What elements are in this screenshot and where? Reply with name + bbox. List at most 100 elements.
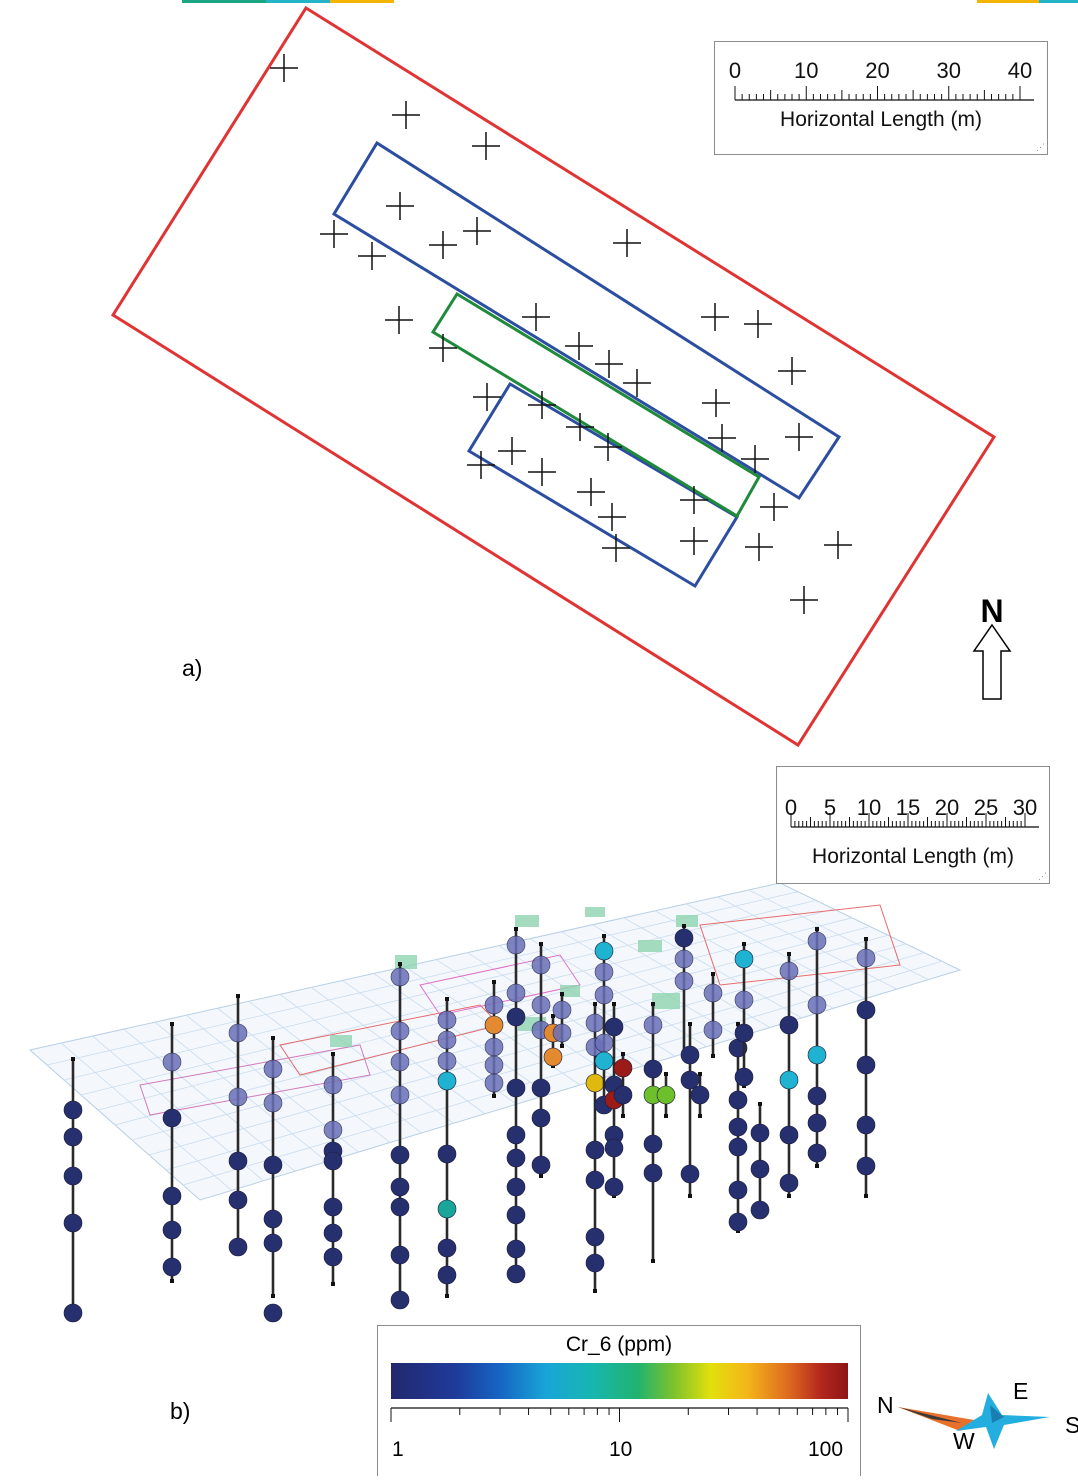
sample-point[interactable]	[323, 1247, 343, 1267]
sample-point[interactable]	[779, 961, 799, 981]
borehole[interactable]	[807, 927, 827, 1168]
borehole[interactable]	[506, 927, 526, 1284]
sample-point[interactable]	[734, 1067, 754, 1087]
borehole[interactable]	[390, 962, 410, 1310]
sample-point[interactable]	[263, 1303, 283, 1323]
borehole[interactable]	[643, 1002, 663, 1263]
sample-point[interactable]	[656, 1085, 676, 1105]
sample-point[interactable]	[484, 1037, 504, 1057]
sample-point[interactable]	[323, 1075, 343, 1095]
sample-point[interactable]	[585, 1140, 605, 1160]
sample-point[interactable]	[703, 983, 723, 1003]
sample-point[interactable]	[604, 1177, 624, 1197]
sample-point[interactable]	[807, 1113, 827, 1133]
borehole[interactable]	[594, 934, 614, 1115]
sample-point[interactable]	[585, 1253, 605, 1273]
sample-point[interactable]	[390, 967, 410, 987]
borehole[interactable]	[734, 942, 754, 1088]
sample-point[interactable]	[228, 1087, 248, 1107]
sample-point[interactable]	[552, 1023, 572, 1043]
sample-point[interactable]	[162, 1108, 182, 1128]
sample-point[interactable]	[680, 1164, 700, 1184]
sample-point[interactable]	[437, 1265, 457, 1285]
sample-point[interactable]	[263, 1233, 283, 1253]
sample-point[interactable]	[643, 1015, 663, 1035]
sample-point[interactable]	[63, 1166, 83, 1186]
sample-point[interactable]	[674, 971, 694, 991]
sample-point[interactable]	[604, 1138, 624, 1158]
sample-point[interactable]	[506, 1264, 526, 1284]
sample-point[interactable]	[585, 1227, 605, 1247]
sample-point[interactable]	[228, 1237, 248, 1257]
sample-point[interactable]	[585, 1170, 605, 1190]
borehole[interactable]	[604, 1002, 624, 1198]
borehole[interactable]	[263, 1036, 283, 1323]
sample-point[interactable]	[323, 1223, 343, 1243]
resize-grip-icon[interactable]: ⋰	[1036, 142, 1045, 152]
sample-point[interactable]	[734, 949, 754, 969]
sample-point[interactable]	[63, 1213, 83, 1233]
sample-point[interactable]	[807, 1045, 827, 1065]
sample-point[interactable]	[63, 1100, 83, 1120]
sample-point[interactable]	[323, 1197, 343, 1217]
sample-point[interactable]	[531, 995, 551, 1015]
sample-point[interactable]	[807, 1143, 827, 1163]
sample-point[interactable]	[703, 1020, 723, 1040]
sample-point[interactable]	[728, 1212, 748, 1232]
sample-point[interactable]	[643, 1059, 663, 1079]
sample-point[interactable]	[437, 1030, 457, 1050]
sample-point[interactable]	[484, 995, 504, 1015]
borehole[interactable]	[63, 1057, 83, 1323]
sample-point[interactable]	[594, 1051, 614, 1071]
sample-point[interactable]	[779, 1070, 799, 1090]
sample-point[interactable]	[390, 1245, 410, 1265]
sample-point[interactable]	[531, 1155, 551, 1175]
borehole[interactable]	[484, 980, 504, 1098]
sample-point[interactable]	[506, 1177, 526, 1197]
borehole[interactable]	[856, 937, 876, 1198]
sample-point[interactable]	[390, 1145, 410, 1165]
sample-point[interactable]	[162, 1052, 182, 1072]
sample-point[interactable]	[437, 1199, 457, 1219]
sample-point[interactable]	[728, 1137, 748, 1157]
sample-point[interactable]	[228, 1023, 248, 1043]
resize-grip-icon[interactable]: ⋰	[1038, 871, 1047, 881]
sample-point[interactable]	[506, 1007, 526, 1027]
sample-point[interactable]	[674, 928, 694, 948]
sample-point[interactable]	[484, 1073, 504, 1093]
sample-point[interactable]	[585, 1073, 605, 1093]
sample-point[interactable]	[162, 1257, 182, 1277]
sample-point[interactable]	[437, 1010, 457, 1030]
sample-point[interactable]	[750, 1200, 770, 1220]
sample-point[interactable]	[750, 1159, 770, 1179]
sample-point[interactable]	[543, 1047, 563, 1067]
sample-point[interactable]	[390, 1290, 410, 1310]
sample-point[interactable]	[728, 1117, 748, 1137]
sample-point[interactable]	[390, 1177, 410, 1197]
sample-point[interactable]	[613, 1058, 633, 1078]
sample-point[interactable]	[228, 1151, 248, 1171]
sample-point[interactable]	[437, 1144, 457, 1164]
borehole[interactable]	[680, 1022, 700, 1198]
sample-point[interactable]	[680, 1070, 700, 1090]
sample-point[interactable]	[856, 1055, 876, 1075]
sample-point[interactable]	[734, 1023, 754, 1043]
sample-point[interactable]	[506, 935, 526, 955]
sample-point[interactable]	[63, 1303, 83, 1323]
sample-point[interactable]	[594, 941, 614, 961]
sample-point[interactable]	[856, 1000, 876, 1020]
sample-point[interactable]	[531, 955, 551, 975]
sample-point[interactable]	[856, 1156, 876, 1176]
sample-point[interactable]	[585, 1013, 605, 1033]
sample-point[interactable]	[552, 1000, 572, 1020]
sample-point[interactable]	[674, 949, 694, 969]
scale-bar-a[interactable]: 0 10 20 30 40 Horizontal Length (m) ⋰	[714, 41, 1048, 155]
sample-point[interactable]	[807, 931, 827, 951]
sample-point[interactable]	[643, 1163, 663, 1183]
borehole[interactable]	[674, 924, 694, 1058]
borehole[interactable]	[437, 997, 457, 1298]
sample-point[interactable]	[807, 1086, 827, 1106]
sample-point[interactable]	[390, 1197, 410, 1217]
borehole[interactable]	[656, 1072, 676, 1118]
sample-point[interactable]	[594, 985, 614, 1005]
